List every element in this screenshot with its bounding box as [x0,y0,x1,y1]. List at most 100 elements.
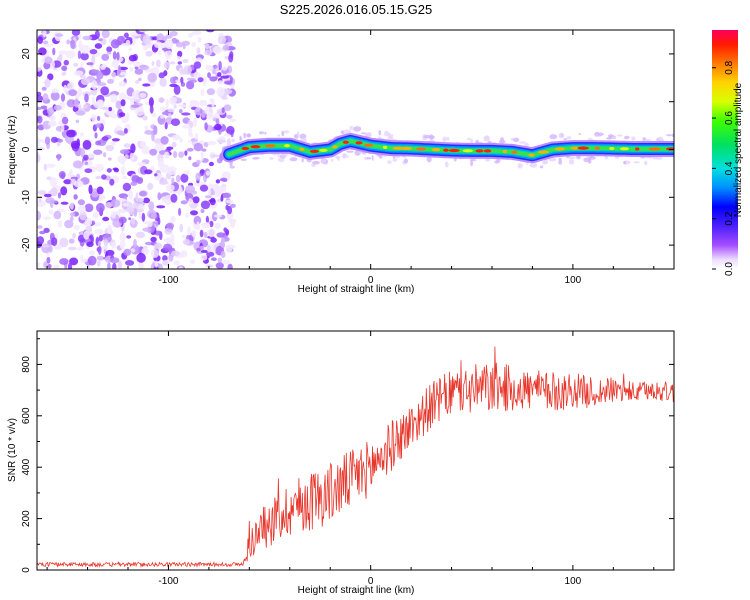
noise-blob [94,132,98,139]
noise-blob [135,192,139,202]
ridge-hotspot [609,146,615,151]
noise-blob [170,118,181,126]
noise-blob [42,93,49,101]
noise-blob [199,229,204,238]
noise-blob [168,113,172,118]
noise-blob [193,72,201,80]
noise-blob [119,71,127,76]
noise-blob [46,256,51,264]
noise-blob [43,216,51,220]
noise-blob [129,66,134,72]
noise-blob [229,220,236,228]
ridge-hotspot [443,148,449,152]
noise-blob [216,86,225,97]
noise-blob [100,64,106,70]
noise-blob [61,72,67,76]
noise-blob [173,104,177,109]
noise-blob [125,260,135,266]
noise-blob [37,142,41,147]
noise-blob [200,254,208,261]
noise-blob [170,215,176,223]
noise-blob [60,186,68,196]
noise-blob [84,93,89,103]
noise-blob [70,140,81,149]
noise-blob [159,77,167,87]
noise-blob [37,138,42,144]
noise-blob [207,72,211,79]
noise-blob [63,59,69,66]
noise-blob [469,158,477,162]
ridge-hotspot [319,148,328,152]
noise-blob [123,143,131,148]
noise-blob [113,168,119,173]
noise-blob [200,208,205,214]
noise-blob [134,66,139,70]
noise-blob [139,64,149,71]
noise-blob [163,151,170,159]
noise-blob [96,202,105,213]
noise-blob [655,156,663,160]
noise-blob [98,234,103,242]
noise-blob [165,200,170,205]
noise-blob [203,231,208,239]
noise-blob [156,205,166,209]
noise-blob [223,104,232,112]
noise-blob [144,130,154,135]
noise-blob [80,52,89,61]
noise-blob [111,138,120,142]
noise-blob [118,216,127,224]
noise-blob [194,133,199,140]
noise-blob [206,112,212,116]
ridge-hotspot [448,148,460,153]
figure-title: S225.2026.016.05.15.G25 [280,2,433,17]
noise-blob [117,155,127,164]
noise-blob [55,33,64,37]
noise-blob [98,197,103,202]
noise-blob [67,246,77,251]
noise-blob [148,97,154,107]
noise-blob [191,30,202,36]
noise-blob [189,79,198,83]
noise-blob [160,115,165,119]
noise-blob [165,39,174,50]
noise-blob [173,151,178,158]
noise-blob [158,263,163,269]
noise-blob [101,245,109,250]
noise-blob [483,135,491,142]
noise-blob [97,241,101,247]
noise-blob [214,123,222,131]
noise-blob [105,144,115,152]
noise-blob [186,80,195,90]
noise-blob [624,135,630,140]
noise-blob [111,59,119,68]
noise-blob [209,76,218,82]
noise-blob [80,77,90,86]
snr-xtick-label: -100 [158,576,178,587]
noise-blob [57,138,64,143]
noise-blob [83,230,90,240]
noise-blob [170,193,178,203]
ridge-hotspot [342,140,349,144]
noise-blob [597,132,604,136]
noise-blob [200,89,205,97]
noise-blob [195,172,201,181]
noise-blob [109,178,115,186]
noise-blob [59,237,69,248]
noise-blob [205,170,211,176]
noise-blob [101,106,109,110]
noise-blob [128,217,132,221]
noise-blob [173,84,181,95]
noise-blob [37,152,40,162]
noise-blob [94,222,101,227]
noise-blob [167,166,177,176]
noise-blob [588,156,596,160]
noise-blob [212,65,218,69]
noise-blob [228,53,234,63]
noise-blob [542,161,547,165]
noise-blob [126,235,132,239]
noise-blob [130,143,136,154]
snr-xtick-label: 0 [368,576,374,587]
noise-blob [95,140,102,146]
noise-blob [201,222,211,229]
noise-blob [138,30,149,33]
